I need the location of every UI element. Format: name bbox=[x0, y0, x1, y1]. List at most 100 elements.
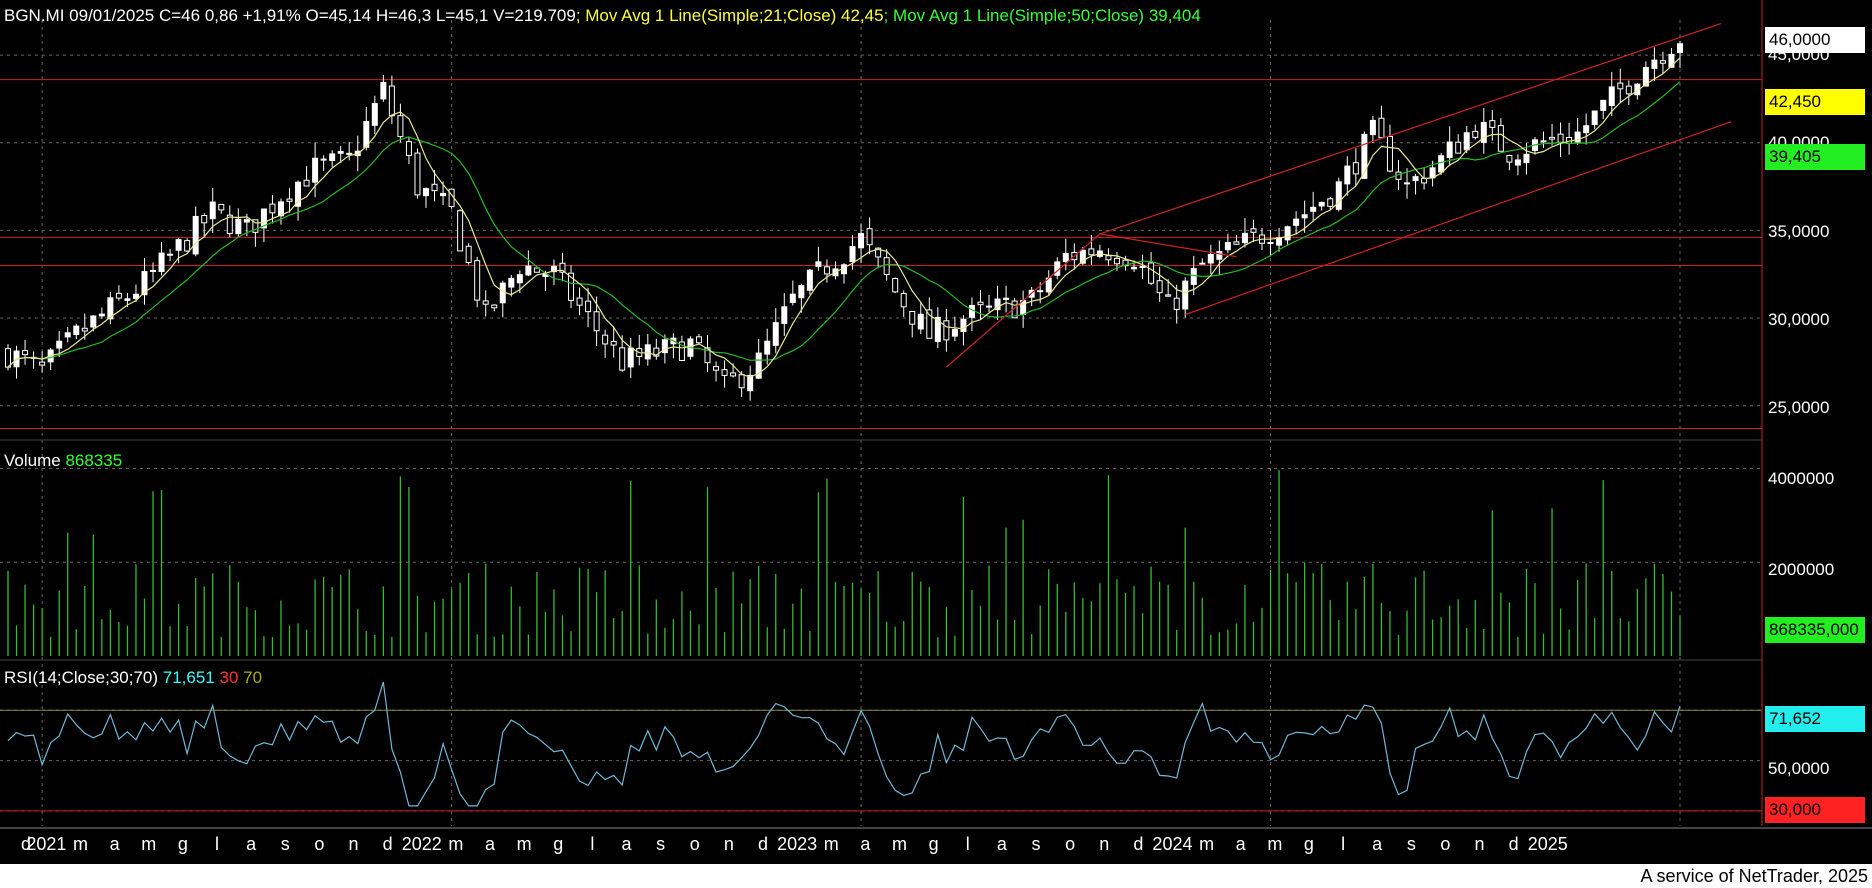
candle-body bbox=[1455, 141, 1462, 154]
x-tick-label: o bbox=[1065, 834, 1076, 854]
x-tick-label: s bbox=[1031, 834, 1041, 854]
candle-body bbox=[619, 347, 626, 371]
candle-body bbox=[1344, 165, 1351, 185]
candle-body bbox=[1037, 290, 1044, 293]
candle-body bbox=[107, 297, 114, 320]
candle-body bbox=[1293, 218, 1300, 226]
candle-body bbox=[585, 300, 592, 313]
volume-tick: 2000000 bbox=[1768, 560, 1835, 579]
candle-body bbox=[610, 340, 617, 346]
candle-body bbox=[431, 183, 438, 192]
x-tick-label: m bbox=[1199, 834, 1215, 854]
support-resistance-lines bbox=[0, 79, 1762, 812]
candle-body bbox=[1250, 228, 1257, 233]
candle-body bbox=[781, 306, 788, 324]
candle-body bbox=[1651, 59, 1658, 69]
candle-body bbox=[823, 266, 830, 275]
x-tick-label: d bbox=[757, 834, 768, 854]
candle-body bbox=[883, 257, 890, 275]
volume-badge: 868335,000 bbox=[1765, 617, 1865, 643]
candle-body bbox=[1557, 133, 1564, 143]
candle-body bbox=[806, 269, 813, 291]
candle-body bbox=[1438, 155, 1445, 173]
candle-body bbox=[1113, 257, 1120, 265]
candle-body bbox=[721, 369, 728, 376]
x-tick-label: d bbox=[382, 834, 393, 854]
candle-body bbox=[730, 372, 737, 377]
candle-body bbox=[1549, 136, 1556, 140]
candle-body bbox=[1131, 266, 1138, 270]
candle-body bbox=[1378, 117, 1385, 139]
candle-body bbox=[568, 272, 575, 301]
ma21-line bbox=[7, 57, 1681, 378]
candle-body bbox=[798, 285, 805, 299]
candle-body bbox=[1122, 259, 1129, 267]
candle-body bbox=[977, 301, 984, 306]
candle-body bbox=[5, 348, 11, 368]
candle-body bbox=[184, 240, 191, 252]
candle-body bbox=[1105, 255, 1112, 261]
candle-body bbox=[1233, 241, 1240, 245]
candle-body bbox=[550, 265, 557, 273]
candle-body bbox=[900, 293, 907, 308]
x-tick-label: l bbox=[590, 834, 595, 854]
candle-body bbox=[457, 210, 464, 252]
candle-body bbox=[499, 282, 506, 304]
rsi-low-badge: 30,000 bbox=[1765, 797, 1865, 823]
candle-body bbox=[277, 201, 284, 217]
candle-body bbox=[1480, 121, 1487, 143]
candle-body bbox=[1625, 85, 1632, 95]
x-tick-label: g bbox=[928, 834, 939, 854]
candle-body bbox=[576, 297, 583, 306]
x-tick-label: a bbox=[860, 834, 871, 854]
price-tick: 30,0000 bbox=[1768, 310, 1830, 329]
x-tick-label: o bbox=[689, 834, 700, 854]
candle-body bbox=[132, 293, 139, 299]
ma50-badge: 39,405 bbox=[1765, 144, 1865, 170]
candle-body bbox=[926, 309, 933, 339]
ma50-line bbox=[7, 81, 1681, 368]
candle-body bbox=[789, 293, 796, 304]
grid-lines bbox=[0, 20, 1762, 826]
candle-body bbox=[423, 188, 429, 197]
x-tick-label: a bbox=[1372, 834, 1383, 854]
candle-body bbox=[960, 318, 967, 333]
candle-body bbox=[98, 313, 105, 317]
candle-body bbox=[1088, 248, 1095, 256]
x-tick-label: d bbox=[20, 834, 32, 854]
candle-body bbox=[337, 151, 344, 154]
ma21-value: 42,45 bbox=[841, 6, 884, 25]
candle-body bbox=[252, 219, 259, 233]
trend-channels bbox=[945, 22, 1732, 368]
candle-body bbox=[909, 311, 916, 325]
candle-body bbox=[1301, 214, 1308, 219]
x-tick-label: g bbox=[1303, 834, 1314, 854]
candle-body bbox=[866, 228, 873, 246]
candle-body bbox=[747, 374, 754, 392]
x-tick-label: m bbox=[516, 834, 532, 854]
candle-body bbox=[994, 298, 1001, 311]
candle-body bbox=[627, 347, 634, 368]
rsi-low: 30 bbox=[219, 668, 239, 687]
x-tick-label: a bbox=[996, 834, 1007, 854]
candle-body bbox=[141, 271, 148, 296]
ma50-value: 39,404 bbox=[1148, 6, 1201, 25]
volume-label: Volume bbox=[4, 451, 61, 470]
channel-line bbox=[945, 233, 1101, 368]
candle-body bbox=[397, 115, 404, 138]
x-tick-label: a bbox=[1235, 834, 1246, 854]
candle-body bbox=[1404, 182, 1411, 185]
candle-body bbox=[764, 340, 771, 355]
ma21-badge: 42,450 bbox=[1765, 89, 1865, 115]
candle-body bbox=[1463, 132, 1470, 151]
candle-body bbox=[1386, 135, 1393, 172]
candle-body bbox=[115, 292, 122, 299]
ma21-label: ; Mov Avg 1 Line(Simple;21;Close) bbox=[575, 6, 837, 25]
x-tick-label: 2024 bbox=[1152, 834, 1193, 854]
channel-line bbox=[1099, 22, 1722, 235]
candle-body bbox=[1148, 262, 1155, 284]
candle-body bbox=[934, 316, 941, 342]
candle-body bbox=[1079, 249, 1086, 264]
candle-body bbox=[1523, 153, 1530, 164]
x-tick-label: n bbox=[1099, 834, 1110, 854]
